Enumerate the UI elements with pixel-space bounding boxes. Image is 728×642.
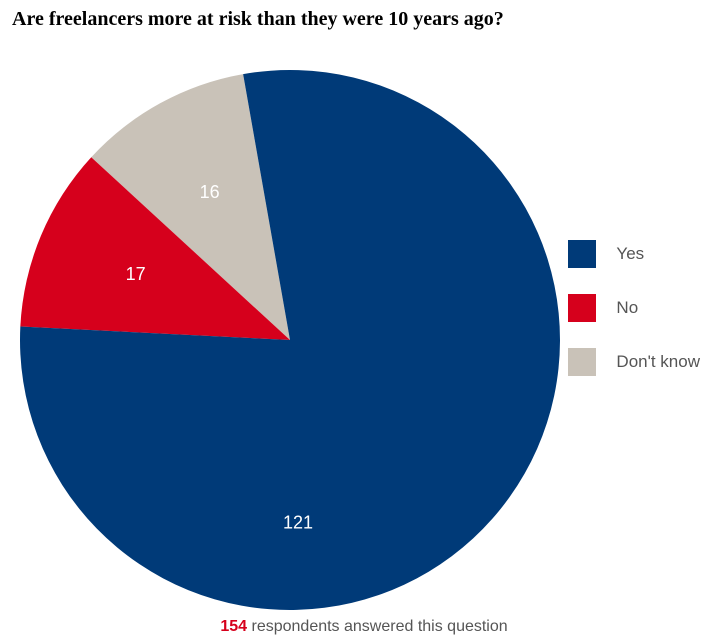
legend: Yes No Don't know (568, 240, 700, 402)
chart-title: Are freelancers more at risk than they w… (12, 8, 504, 31)
legend-item-dk: Don't know (568, 348, 700, 376)
pie-label-yes: 121 (283, 512, 313, 532)
respondent-count: 154 (220, 618, 247, 635)
legend-label-no: No (616, 298, 638, 318)
legend-swatch-dk (568, 348, 596, 376)
legend-label-yes: Yes (616, 244, 644, 264)
legend-item-no: No (568, 294, 700, 322)
legend-swatch-no (568, 294, 596, 322)
legend-swatch-yes (568, 240, 596, 268)
pie-chart: 16 17 121 (20, 50, 560, 635)
pie-svg: 16 17 121 (20, 50, 560, 630)
pie-label-no: 17 (126, 264, 146, 284)
footer-suffix: respondents answered this question (247, 618, 508, 635)
legend-item-yes: Yes (568, 240, 700, 268)
chart-container: Are freelancers more at risk than they w… (0, 0, 728, 642)
footer-caption: 154 respondents answered this question (0, 618, 728, 636)
pie-label-don-t-know: 16 (200, 182, 220, 202)
legend-label-dk: Don't know (616, 352, 700, 372)
